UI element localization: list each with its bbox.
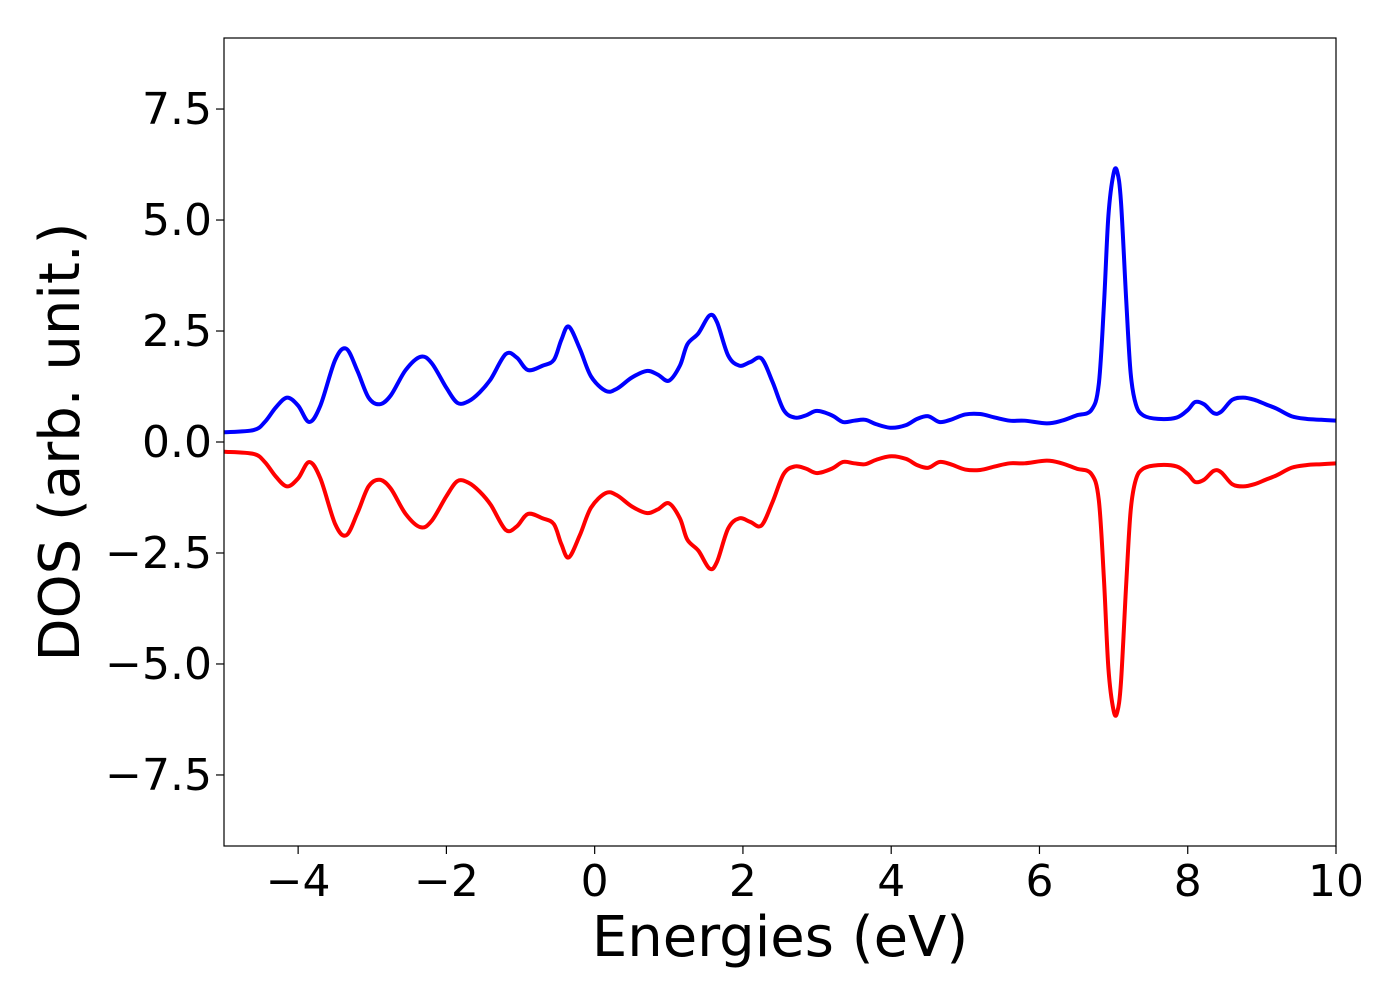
x-tick-label: 6: [1025, 856, 1053, 907]
y-tick-label: 7.5: [142, 84, 212, 135]
series-layer: [224, 166, 1336, 718]
x-tick-label: −4: [266, 856, 331, 907]
x-tick-label: 8: [1174, 856, 1202, 907]
x-tick-label: 0: [581, 856, 609, 907]
y-tick-label: −7.5: [105, 750, 212, 801]
y-tick-label: −2.5: [105, 528, 212, 579]
x-axis-label: Energies (eV): [592, 905, 968, 970]
y-axis-label: DOS (arb. unit.): [28, 222, 93, 661]
y-tick-label: 0.0: [142, 417, 212, 468]
y-axis-ticks: −7.5 −5.0 −2.5 0.0 2.5 5.0 7.5: [105, 84, 224, 801]
x-tick-label: 10: [1308, 856, 1364, 907]
x-tick-label: 2: [729, 856, 757, 907]
y-tick-label: 2.5: [142, 306, 212, 357]
y-tick-label: 5.0: [142, 195, 212, 246]
series-line-1: [224, 449, 1336, 718]
series-line-0: [224, 166, 1336, 435]
plot-frame: [223, 37, 1337, 847]
y-tick-label: −5.0: [105, 639, 212, 690]
x-axis-ticks: −4 −2 0 2 4 6 8 10: [266, 846, 1364, 907]
x-tick-label: −2: [414, 856, 479, 907]
x-tick-label: 4: [877, 856, 905, 907]
